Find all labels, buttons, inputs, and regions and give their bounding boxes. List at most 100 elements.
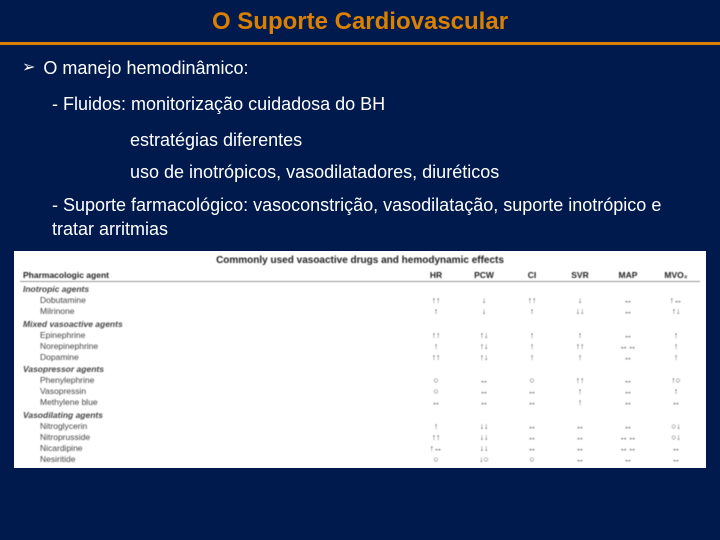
table-row: Dobutamine↑↑↓↑↑↓↔↑↔ <box>20 295 700 306</box>
table-cell: ↑ <box>556 386 604 397</box>
table-cell: ↔ <box>412 397 460 408</box>
table-cell: ↑ <box>652 329 700 340</box>
table-cell: ↓↓ <box>460 420 508 431</box>
table-cell: ↑↓ <box>460 351 508 362</box>
table-row: Phenylephrine○↔○↑↑↔↑○ <box>20 375 700 386</box>
divider <box>0 42 720 45</box>
table-cell: ↑ <box>508 340 556 351</box>
table-cell: Norepinephrine <box>20 340 412 351</box>
table-cell: ↑ <box>556 351 604 362</box>
table-row: Milrinone↑↓↑↓↓↔↑↓ <box>20 306 700 317</box>
slide-title: O Suporte Cardiovascular <box>0 0 720 42</box>
table-cell: ↑ <box>652 351 700 362</box>
table-cell: Milrinone <box>20 306 412 317</box>
table-cell: ↑↑ <box>556 340 604 351</box>
table-cell: ○ <box>508 453 556 464</box>
table-row: Nicardipine↑↔↓↓↔↔↔↔↔ <box>20 442 700 453</box>
table-cell: ↓↓ <box>460 442 508 453</box>
table-cell: ↑↓ <box>460 329 508 340</box>
sub-point-2a: estratégias diferentes <box>130 129 698 151</box>
bullet-row: ➢ O manejo hemodinâmico: <box>22 57 698 79</box>
table-cell: ↔ <box>604 375 652 386</box>
table-cell: ↔ <box>556 453 604 464</box>
col-header: MAP <box>604 269 652 282</box>
table-row: Dopamine↑↑↑↓↑↑↔↑ <box>20 351 700 362</box>
table-cell: ↓ <box>460 306 508 317</box>
table-cell: ↑ <box>508 306 556 317</box>
table-cell: ○ <box>508 375 556 386</box>
table-cell: ↓ <box>556 295 604 306</box>
table-cell: ↓↓ <box>556 306 604 317</box>
table-cell: ↓↓ <box>460 431 508 442</box>
table-cell: ↔ <box>604 420 652 431</box>
table-cell: ↔ <box>508 397 556 408</box>
table-title: Commonly used vasoactive drugs and hemod… <box>20 255 700 266</box>
table-row: Methylene blue↔↔↔↑↔↔ <box>20 397 700 408</box>
bullet-text: O manejo hemodinâmico: <box>43 57 248 79</box>
table-cell: ↔ <box>556 431 604 442</box>
table-cell: Nitroprusside <box>20 431 412 442</box>
table-cell: Phenylephrine <box>20 375 412 386</box>
table-cell: Nesiritide <box>20 453 412 464</box>
table-cell: ↑ <box>556 397 604 408</box>
table-cell: ↔ <box>604 295 652 306</box>
table-cell: ↔↔ <box>604 442 652 453</box>
table-cell: ↔ <box>508 420 556 431</box>
table-cell: ↔ <box>460 386 508 397</box>
drug-table: Pharmacologic agentHRPCWCISVRMAPMVO₂ Ino… <box>20 269 700 464</box>
col-header: HR <box>412 269 460 282</box>
sub-point-3: - Suporte farmacológico: vasoconstrição,… <box>52 193 698 241</box>
table-cell: ↔ <box>556 442 604 453</box>
table-cell: ↑ <box>556 329 604 340</box>
table-row: Norepinephrine↑↑↓↑↑↑↔↔↑ <box>20 340 700 351</box>
table-cell: ↔ <box>652 453 700 464</box>
table-cell: ↑↔ <box>412 442 460 453</box>
table-cell: Vasopressin <box>20 386 412 397</box>
table-cell: ↑ <box>412 340 460 351</box>
table-cell: ↔ <box>508 431 556 442</box>
content-area: ➢ O manejo hemodinâmico: - Fluidos: moni… <box>0 57 720 241</box>
col-header: MVO₂ <box>652 269 700 282</box>
table-cell: ↑○ <box>652 375 700 386</box>
table-cell: ↔ <box>604 386 652 397</box>
table-row: Epinephrine↑↑↑↓↑↑↔↑ <box>20 329 700 340</box>
arrow-icon: ➢ <box>22 57 35 79</box>
table-cell: ↓○ <box>460 453 508 464</box>
table-cell: ↑ <box>412 420 460 431</box>
table-cell: ↔ <box>604 306 652 317</box>
table-cell: Nitroglycerin <box>20 420 412 431</box>
table-cell: ↑↑ <box>412 431 460 442</box>
table-cell: ↑ <box>652 340 700 351</box>
section-header: Mixed vasoactive agents <box>20 317 700 330</box>
table-cell: Nicardipine <box>20 442 412 453</box>
col-header: Pharmacologic agent <box>20 269 412 282</box>
section-header: Inotropic agents <box>20 282 700 295</box>
table-cell: ↓ <box>460 295 508 306</box>
section-header: Vasopressor agents <box>20 362 700 375</box>
table-cell: ↑↓ <box>652 306 700 317</box>
col-header: PCW <box>460 269 508 282</box>
table-cell: ↑↑ <box>412 295 460 306</box>
table-row: Nesiritide○↓○○↔↔↔ <box>20 453 700 464</box>
table-cell: ↔ <box>604 397 652 408</box>
col-header: CI <box>508 269 556 282</box>
table-row: Nitroglycerin↑↓↓↔↔↔○↓ <box>20 420 700 431</box>
table-cell: ↔ <box>604 351 652 362</box>
sub-point-2b: uso de inotrópicos, vasodilatadores, diu… <box>130 161 698 183</box>
table-cell: ↔ <box>604 453 652 464</box>
table-cell: ↔↔ <box>604 340 652 351</box>
table-cell: ○↓ <box>652 431 700 442</box>
table-cell: ↑↑ <box>412 351 460 362</box>
table-cell: ↔ <box>604 329 652 340</box>
table-row: Vasopressin○↔↔↑↔↑ <box>20 386 700 397</box>
table-cell: ○ <box>412 386 460 397</box>
table-cell: ↔ <box>508 386 556 397</box>
table-cell: ↔ <box>508 442 556 453</box>
drug-table-container: Commonly used vasoactive drugs and hemod… <box>14 251 706 468</box>
table-cell: ↑ <box>508 351 556 362</box>
table-cell: ○↓ <box>652 420 700 431</box>
table-cell: ↑ <box>508 329 556 340</box>
section-header: Vasodilating agents <box>20 408 700 421</box>
table-cell: ↑↓ <box>460 340 508 351</box>
table-cell: ↔ <box>460 397 508 408</box>
